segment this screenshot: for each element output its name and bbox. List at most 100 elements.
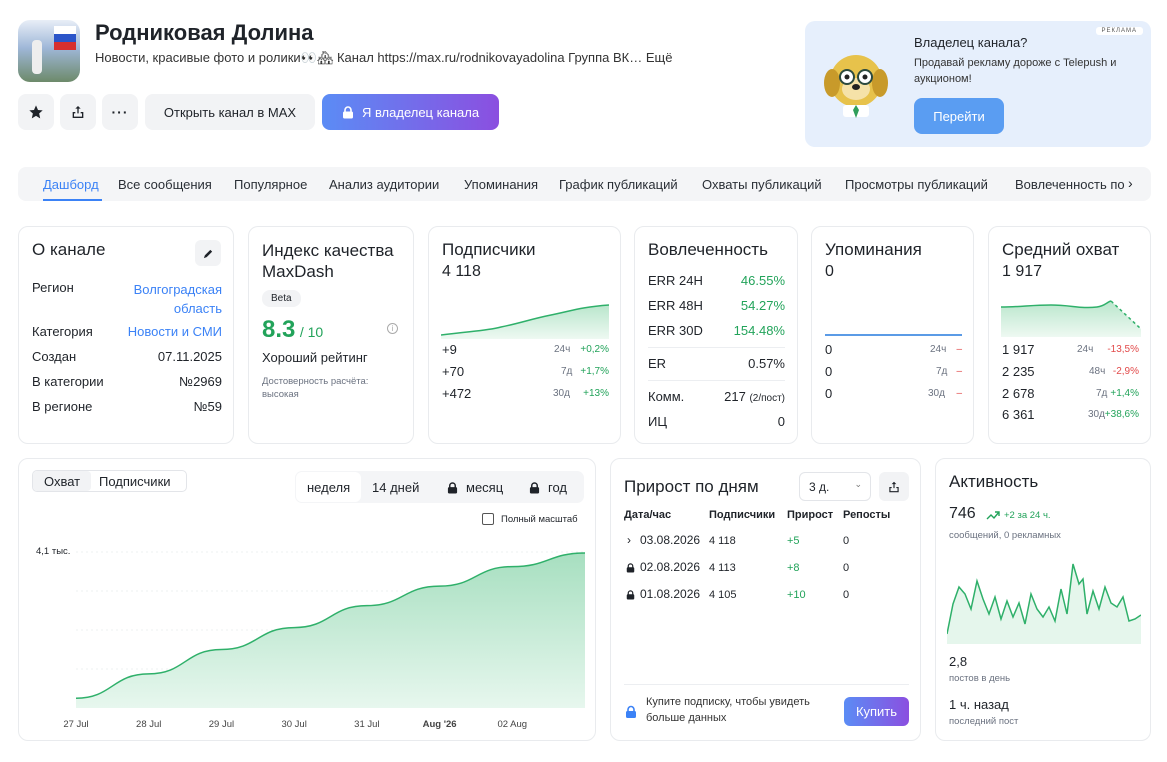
tab-all-messages[interactable]: Все сообщения (118, 177, 212, 192)
subs-delta: +472 (442, 386, 472, 401)
period-week[interactable]: неделя (296, 472, 362, 502)
row-gain: +10 (787, 589, 806, 601)
category-value[interactable]: Новости и СМИ (127, 324, 222, 339)
x-tick-label: 30 Jul (281, 719, 306, 730)
period-month[interactable]: месяц (436, 472, 514, 503)
reach-row-value: 2 235 (1002, 364, 1035, 379)
in-region-label: В регионе (32, 399, 93, 414)
info-icon[interactable]: i (387, 323, 398, 334)
subs-row-7d: +70 7д +1,7% (442, 364, 609, 379)
reach-row-value: 2 678 (1002, 386, 1035, 401)
toggle-reach[interactable]: Охват (33, 471, 92, 491)
row-gain: +8 (787, 562, 800, 574)
period-month-label: месяц (466, 480, 504, 495)
open-in-max-button[interactable]: Открыть канал в MAX (145, 94, 315, 130)
engagement-card: Вовлеченность ERR 24H 46.55% ERR 48H 54.27… (634, 226, 798, 444)
subs-pct: +0,2% (580, 344, 609, 355)
tab-views[interactable]: Просмотры публикаций (845, 177, 988, 192)
err24-row: ERR 24H 46.55% (648, 273, 785, 288)
tab-reach[interactable]: Охваты публикаций (702, 177, 822, 192)
buy-text: Купите подписку, чтобы увидеть больше да… (646, 696, 810, 724)
x-tick-label: 28 Jul (136, 719, 161, 730)
in-region-value: №59 (193, 399, 222, 414)
edit-button[interactable] (195, 240, 221, 266)
quality-card: Индекс качества MaxDash Beta 8.3 / 10 i … (248, 226, 414, 444)
mentions-value: 0 (825, 263, 834, 280)
about-card: О канале Регион Волгоградская область Ка… (18, 226, 234, 444)
full-scale-checkbox[interactable] (482, 513, 494, 525)
x-tick-label: 31 Jul (354, 719, 379, 730)
mentions-period: 30д (928, 388, 945, 399)
reach-row-value: 1 917 (1002, 342, 1035, 357)
comments-value-group: 217 (2/пост) (724, 389, 785, 404)
share-button[interactable] (60, 94, 96, 130)
mentions-period: 24ч (930, 344, 947, 355)
mentions-pct: – (956, 344, 962, 355)
reach-card: Средний охват 1 917 1 917 24ч -13,5% 2 2… (988, 226, 1151, 444)
err48-row: ERR 48H 54.27% (648, 298, 785, 313)
channel-description[interactable]: Новости, красивые фото и ролики👀🏘 Канал … (95, 50, 673, 65)
days-select[interactable]: 3 д. ⌄ (799, 472, 871, 501)
export-button[interactable] (879, 472, 909, 501)
favorite-button[interactable] (18, 94, 54, 130)
last-post: 1 ч. назад (949, 697, 1009, 712)
tab-engagement[interactable]: Вовлеченность по (1015, 177, 1125, 192)
in-region-row: В регионе №59 (32, 399, 222, 414)
col-gain: Прирост (787, 509, 834, 521)
er-value: 0.57% (748, 356, 785, 371)
owner-button[interactable]: Я владелец канала (322, 94, 499, 130)
ad-go-button[interactable]: Перейти (914, 98, 1004, 134)
period-14d[interactable]: 14 дней (372, 480, 420, 495)
subscribers-sparkline (441, 304, 609, 339)
subs-row-30d: +472 30д +13% (442, 386, 609, 401)
mentions-count: 0 (825, 364, 833, 379)
toggle-subscribers[interactable]: Подписчики (99, 474, 171, 489)
reach-row-value: 6 361 (1002, 407, 1035, 422)
er-row: ER 0.57% (648, 356, 785, 371)
lock-icon (626, 705, 636, 718)
period-year[interactable]: год (518, 472, 578, 503)
tab-popular[interactable]: Популярное (234, 177, 308, 192)
activity-title: Активность (949, 472, 1039, 491)
tab-mentions[interactable]: Упоминания (464, 177, 539, 192)
main-chart-card: Охват Подписчики неделя 14 дней месяц го… (18, 458, 596, 741)
subs-period: 24ч (554, 344, 571, 355)
mentions-baseline (825, 334, 962, 336)
subscribers-title: Подписчики (442, 240, 536, 259)
y-axis-label: 4,1 тыс. (36, 546, 71, 557)
category-row: Категория Новости и СМИ (32, 324, 222, 339)
reach-title: Средний охват (1002, 240, 1120, 259)
row-reposts: 0 (843, 589, 850, 601)
subscribers-area (76, 552, 585, 708)
mentions-period: 7д (936, 366, 948, 377)
x-tick-label: 02 Aug (497, 719, 527, 730)
metric-toggle: Охват Подписчики (32, 470, 187, 492)
mentions-pct: – (956, 366, 962, 377)
err30-value: 154.48% (733, 323, 785, 338)
subs-period: 7д (561, 366, 573, 377)
row-date: 01.08.2026 (640, 587, 701, 601)
tabs-bar: Дашборд Все сообщения Популярное Анализ … (18, 167, 1151, 201)
tab-schedule[interactable]: График публикаций (559, 177, 678, 192)
reach-row-period: 24ч (1077, 344, 1094, 355)
reach-row-30d: 6 361 30д +38,6% (1002, 407, 1139, 422)
mentions-row-7d: 0 7д – (825, 364, 962, 379)
activity-sub: сообщений, 0 рекламных (949, 530, 1061, 541)
row-subs: 4 118 (709, 535, 736, 547)
reach-row-pct: -13,5% (1107, 344, 1139, 355)
col-reposts: Репосты (843, 509, 891, 521)
chevron-right-icon: › (627, 533, 631, 547)
growth-card: Прирост по дням 3 д. ⌄ Дата/час Подписчи… (610, 458, 921, 741)
x-tick-label: Aug '26 (423, 719, 457, 730)
tabs-scroll-right-icon[interactable]: › (1128, 175, 1133, 191)
tab-audience[interactable]: Анализ аудитории (329, 177, 440, 192)
more-button[interactable]: ··· (102, 94, 138, 130)
posts-per-day: 2,8 (949, 654, 968, 669)
region-value[interactable]: Волгоградская область (133, 282, 222, 316)
buy-button[interactable]: Купить (844, 697, 909, 726)
tab-dashboard[interactable]: Дашборд (43, 177, 99, 192)
days-select-value: 3 д. (809, 480, 830, 494)
channel-avatar[interactable] (18, 20, 80, 82)
period-year-label: год (548, 480, 567, 495)
divider (648, 347, 785, 348)
